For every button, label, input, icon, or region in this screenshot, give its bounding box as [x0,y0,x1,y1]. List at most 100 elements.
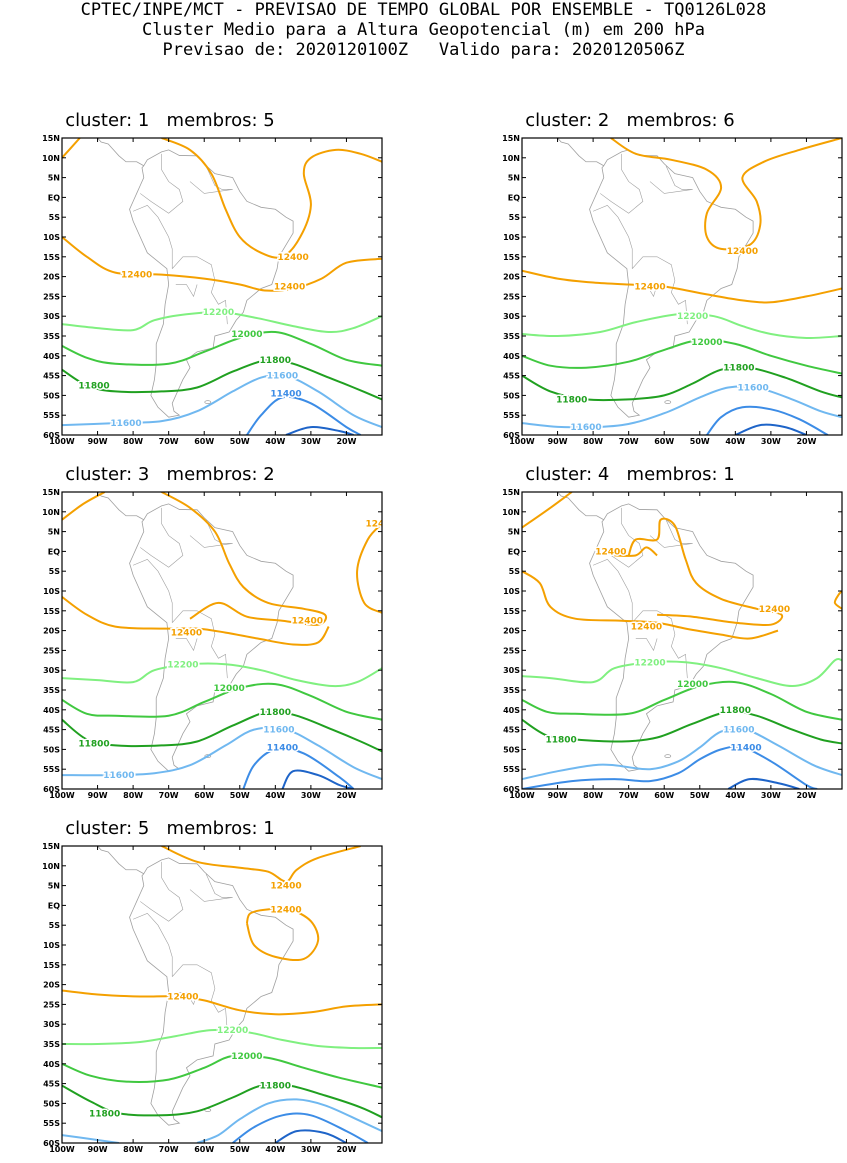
y-tick-label: 45S [503,726,520,735]
y-tick-label: 35S [43,686,60,695]
contour-label: 12200 [203,308,234,318]
x-tick-label: 90W [548,791,568,800]
contour-11400 [232,1112,369,1143]
contour-label: 12400 [727,247,758,257]
x-tick-label: 80W [123,1145,143,1154]
x-tick-label: 30W [761,437,781,446]
coastline [129,857,294,1126]
country-border [592,204,633,269]
x-tick-label: 60W [194,437,214,446]
y-tick-label: EQ [508,547,520,556]
y-tick-label: 5N [508,528,520,537]
y-tick-label: 10N [42,862,60,871]
x-tick-label: 100W [49,791,75,800]
y-tick-label: 45S [43,372,60,381]
y-tick-label: 20S [43,627,60,636]
contour-11800 [522,366,842,402]
x-tick-label: 50W [230,437,250,446]
y-tick-label: 55S [43,411,60,420]
contour-label: 12000 [677,680,708,690]
contour-12400 [627,517,784,627]
country-border [132,204,173,269]
y-tick-label: 10S [43,587,60,596]
coastline-central-america [557,492,604,521]
country-border [171,610,228,679]
contour-map: 12400 12400 12200 12000 11800 11800 11600 11600… [502,134,843,446]
contour-label: 12200 [677,312,708,322]
y-tick-label: 60S [43,1139,60,1148]
x-tick-label: 60W [654,791,674,800]
contour-map: 12400 12400 12400 12200 12000 11800 11800 11600… [502,488,843,800]
contour-label: 12000 [231,1052,262,1062]
contour-11200 [734,423,807,435]
y-tick-label: 55S [43,1119,60,1128]
y-tick-label: 15N [42,842,60,851]
contour-12400 [161,846,361,883]
x-tick-label: 100W [509,791,535,800]
contour-label: 12400 [171,629,202,639]
panel-title: cluster: 2 membros: 6 [525,110,735,131]
y-tick-label: EQ [48,547,60,556]
x-tick-label: 90W [548,437,568,446]
contour-11200 [285,426,354,435]
contour-12200 [522,312,842,340]
contour-label: 11600 [570,423,601,433]
coastline-central-america [97,138,144,167]
contour-label: 11800 [260,708,291,718]
contour-12400 [522,492,573,529]
falkland-islands [664,400,672,405]
contour-12400 [245,907,320,962]
panel-cluster-5: cluster: 5 membros: 1 12400 12400 12400 122… [0,818,400,1163]
y-tick-label: 25S [43,646,60,655]
country-border [592,558,633,623]
country-border [600,507,644,568]
coastline [589,503,754,772]
country-border [189,519,233,548]
contour-label: 11400 [270,389,301,399]
y-tick-label: 5S [49,213,61,222]
y-tick-label: 25S [43,1000,60,1009]
x-tick-label: 70W [159,1145,179,1154]
contour-label: 11800 [723,364,754,374]
contour-label: 11600 [263,726,294,736]
y-tick-label: 15S [503,607,520,616]
contour-label: 12200 [167,660,198,670]
y-tick-label: 50S [503,745,520,754]
country-border [132,558,173,623]
x-tick-label: 80W [123,437,143,446]
contour-12400 [833,590,842,610]
x-tick-label: 80W [583,791,603,800]
y-tick-label: 40S [43,706,60,715]
country-border [631,610,688,679]
contour-label: 12400 [167,992,198,1002]
contour-11800 [522,710,842,745]
x-tick-label: 90W [88,791,108,800]
contour-12400 [522,570,779,640]
y-tick-label: 40S [43,1060,60,1069]
y-tick-label: 20S [43,981,60,990]
y-tick-label: 20S [503,627,520,636]
contour-12400 [614,546,658,557]
falkland-islands [204,400,212,405]
contour-label: 12400 [634,283,665,293]
y-tick-label: 10N [502,154,520,163]
contour-label: 12400 [292,617,323,627]
x-tick-label: 70W [159,437,179,446]
country-border [189,873,233,902]
y-tick-label: 35S [503,332,520,341]
plot-frame [521,137,843,436]
y-tick-label: 30S [43,1020,60,1029]
contour-11400 [706,405,829,435]
y-tick-label: 20S [503,273,520,282]
contour-label: 11800 [720,706,751,716]
contour-12400 [62,989,382,1016]
panel-cluster-4: cluster: 4 membros: 1 12400 12400 12400 122… [460,464,847,809]
y-tick-label: 30S [43,666,60,675]
contour-map: 12400 12400 12400 12200 12000 11800 11800 15N 10… [42,842,383,1154]
x-tick-label: 40W [265,791,285,800]
y-tick-label: 15S [43,607,60,616]
contour-label: 12000 [691,338,722,348]
contour-12400 [610,138,842,251]
contour-12200 [62,1028,382,1050]
x-tick-label: 100W [49,437,75,446]
